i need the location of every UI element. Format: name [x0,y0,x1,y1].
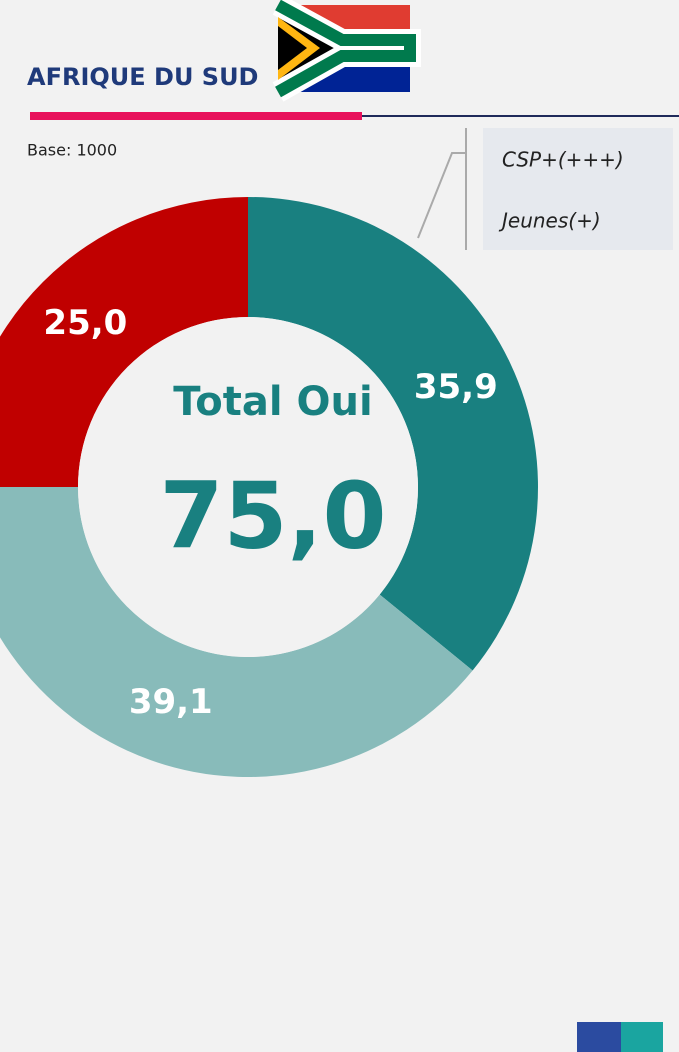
annotation: Jeunes(+) [498,209,601,233]
chart-title: AFRIQUE DU SUD [27,63,258,91]
donut-segment [248,197,539,671]
flag [272,0,421,102]
center-value: 75,0 [160,462,387,569]
donut [0,197,539,777]
data-label: 35,9 [414,367,498,407]
annotation: CSP+(+++) [502,148,624,172]
annotation-bracket [417,128,467,250]
center-title: Total Oui [173,379,372,425]
donut-segment [0,197,248,487]
subtitle: Base: 1000 [27,141,117,160]
data-label: 39,1 [129,682,213,722]
data-label: 25,0 [43,303,127,343]
logo [577,1022,663,1052]
annotation-box [483,128,673,250]
donut-segment [0,487,473,777]
donut-hole [78,317,418,657]
